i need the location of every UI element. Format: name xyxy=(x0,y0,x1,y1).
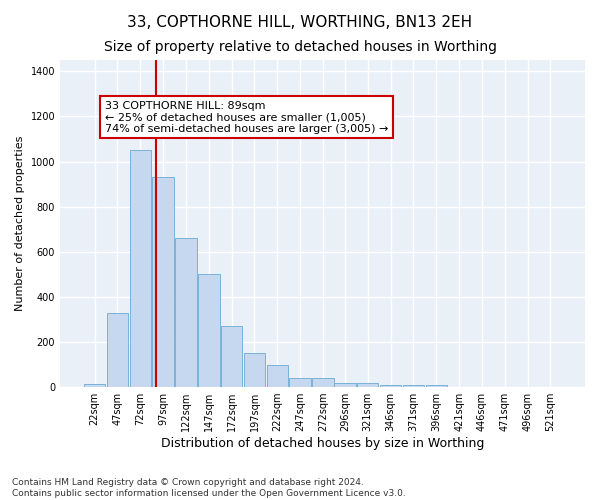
Bar xyxy=(266,364,288,387)
Bar xyxy=(357,382,379,387)
Bar xyxy=(152,178,174,387)
Bar xyxy=(107,312,128,387)
Bar xyxy=(175,238,197,387)
Bar xyxy=(403,385,424,387)
Bar xyxy=(380,385,401,387)
Bar xyxy=(84,384,106,387)
Bar xyxy=(289,378,311,387)
Text: 33, COPTHORNE HILL, WORTHING, BN13 2EH: 33, COPTHORNE HILL, WORTHING, BN13 2EH xyxy=(127,15,473,30)
Bar xyxy=(198,274,220,387)
X-axis label: Distribution of detached houses by size in Worthing: Distribution of detached houses by size … xyxy=(161,437,484,450)
Bar xyxy=(425,386,447,387)
Bar xyxy=(221,326,242,387)
Text: Size of property relative to detached houses in Worthing: Size of property relative to detached ho… xyxy=(104,40,497,54)
Bar xyxy=(130,150,151,387)
Text: 33 COPTHORNE HILL: 89sqm
← 25% of detached houses are smaller (1,005)
74% of sem: 33 COPTHORNE HILL: 89sqm ← 25% of detach… xyxy=(104,100,388,134)
Y-axis label: Number of detached properties: Number of detached properties xyxy=(15,136,25,311)
Bar xyxy=(334,382,356,387)
Text: Contains HM Land Registry data © Crown copyright and database right 2024.
Contai: Contains HM Land Registry data © Crown c… xyxy=(12,478,406,498)
Bar xyxy=(312,378,334,387)
Bar xyxy=(244,353,265,387)
